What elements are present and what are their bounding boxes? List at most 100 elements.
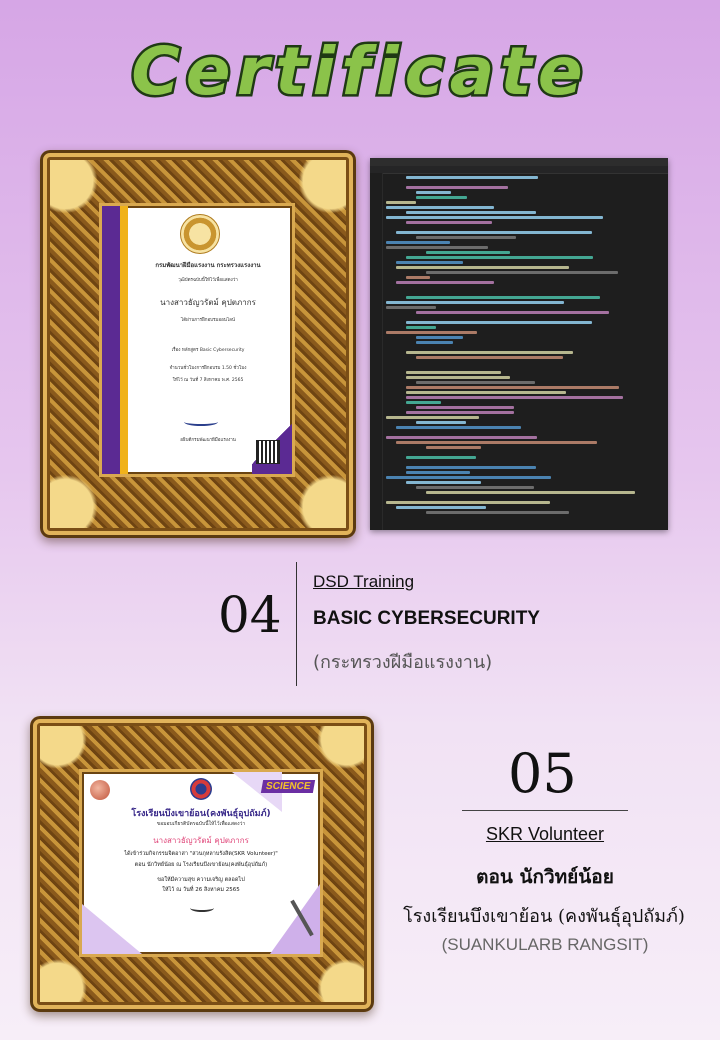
dsd-date: ให้ไว้ ณ วันที่ 7 สิงหาคม พ.ศ. 2565 [172,378,244,383]
code-line [386,301,564,304]
code-line [406,276,430,279]
code-line [406,186,508,189]
decor-triangle [82,904,142,954]
code-line [386,306,436,309]
gold-stripe [120,206,128,474]
school-logo-icon [190,778,212,800]
item-05-category: SKR Volunteer [485,824,605,844]
code-line [426,446,481,449]
code-line [416,336,463,339]
code-line [406,386,619,389]
dsd-hours: จำนวนชั่วโมงการฝึกอบรม 1.50 ชั่วโมง [169,366,247,371]
code-line [396,426,521,429]
dsd-recipient: นางสาวธัญวรัตม์ คุปตภากร [160,298,256,307]
qr-code-icon [256,440,280,464]
code-line [426,491,635,494]
dsd-seal-icon [180,214,220,254]
skr-certificate-frame: SCIENCE โรงเรียนบึงเขาย้อน(คงพันธุ์อุปถั… [30,716,374,1012]
code-line [406,176,538,179]
code-line [396,261,463,264]
line-gutter [370,173,383,530]
planet-icon [90,780,110,800]
item-04-title: BASIC CYBERSECURITY [313,608,540,629]
code-lines [386,176,662,516]
code-line [386,436,537,439]
code-line [406,401,441,404]
code-line [406,211,536,214]
dsd-signer: อธิบดีกรมพัฒนาฝีมือแรงงาน [180,438,236,443]
divider-vertical [296,562,297,686]
code-line [396,441,597,444]
code-line [416,486,534,489]
code-line [406,466,536,469]
certificate-title-text: Certificate [131,34,588,106]
item-05-role: ตอน นักวิทย์น้อย [476,866,614,888]
code-line [416,341,453,344]
dsd-passed: ได้ผ่านการฝึกอบรมออนไลน์ [181,318,235,323]
code-line [396,281,494,284]
dsd-issuer: กรมพัฒนาฝีมือแรงงาน กระทรวงแรงงาน [155,262,261,269]
code-line [406,296,600,299]
code-line [416,356,563,359]
skr-date: ให้ไว้ ณ วันที่ 26 สิงหาคม 2565 [162,887,240,893]
skr-intro: ขอมอบเกียรติบัตรฉบับนี้ให้ไว้เพื่อแสดงว่… [156,821,246,827]
code-line [406,396,623,399]
code-line [386,201,416,204]
dsd-certificate-frame: กรมพัฒนาฝีมือแรงงาน กระทรวงแรงงาน วุฒิบั… [40,150,356,538]
dsd-course: เรื่อง หลักสูตร Basic Cybersecurity [171,348,245,353]
dsd-certificate: กรมพัฒนาฝีมือแรงงาน กระทรวงแรงงาน วุฒิบั… [102,206,292,474]
editor-tabs [370,158,668,166]
code-line [406,321,592,324]
code-line [406,351,573,354]
code-line [416,191,451,194]
skr-certificate: SCIENCE โรงเรียนบึงเขาย้อน(คงพันธุ์อุปถั… [82,772,320,954]
item-04-number: 04 [218,586,282,644]
skr-wish: ขอให้มีความสุข ความเจริญ ตลอดไป [157,877,245,883]
code-line [416,381,535,384]
item-04-org: (กระทรวงฝีมือแรงงาน) [313,652,493,673]
science-badge: SCIENCE [260,780,316,793]
code-line [406,456,476,459]
item-04-category: DSD Training [313,572,415,591]
code-line [386,246,488,249]
code-line [406,391,566,394]
skr-role: ตอน นักวิทย์น้อย ณ โรงเรียนบึงเขาย้อน(คง… [134,862,268,868]
code-line [406,471,470,474]
code-editor-screenshot [370,158,668,530]
skr-recipient: นางสาวธัญวรัตม์ คุปตภากร [153,836,249,845]
certificate-title: Certificate [50,31,670,113]
purple-stripe [102,206,120,474]
code-line [386,501,550,504]
item-05-number: 05 [508,742,577,805]
code-line [386,331,477,334]
item-05-school: โรงเรียนบึงเขาย้อน (คงพันธุ์อุปถัมภ์) [403,906,685,927]
dsd-intro: วุฒิบัตรฉบับนี้ให้ไว้เพื่อแสดงว่า [178,278,238,283]
code-line [396,231,592,234]
code-line [426,271,618,274]
code-line [416,311,609,314]
code-line [396,506,486,509]
code-line [386,206,494,209]
code-line [426,251,510,254]
code-line [426,511,569,514]
code-line [406,481,481,484]
divider-horizontal [462,810,628,811]
code-line [406,256,593,259]
code-line [416,236,516,239]
signature [184,418,218,426]
code-line [406,411,514,414]
code-line [406,371,501,374]
code-line [386,476,551,479]
code-line [406,326,436,329]
skr-activity: ได้เข้าร่วมกิจกรรมจิตอาสา "สวนกุหลาบรังส… [124,851,278,857]
editor-breadcrumb [370,166,668,174]
code-line [416,406,514,409]
code-line [416,196,467,199]
decor-triangle [270,884,320,954]
code-line [406,221,492,224]
code-line [406,376,510,379]
signature [190,904,214,912]
code-line [396,266,569,269]
code-line [416,421,466,424]
skr-school: โรงเรียนบึงเขาย้อน(คงพันธุ์อุปถัมภ์) [131,809,271,819]
